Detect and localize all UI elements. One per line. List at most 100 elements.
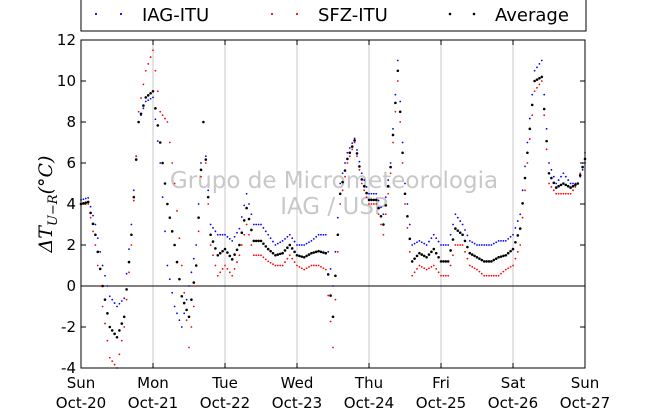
point-2-interp-111 bbox=[480, 258, 484, 262]
point-2-interp-110 bbox=[478, 257, 481, 260]
point-1-interp-29 bbox=[185, 319, 188, 322]
point-0-interp-97 bbox=[430, 237, 433, 240]
point-2-interp-126 bbox=[535, 78, 539, 81]
point-0-3 bbox=[101, 264, 104, 267]
point-2-interp-130 bbox=[550, 176, 553, 180]
point-0-interp-69 bbox=[329, 268, 332, 270]
point-2-interp-116 bbox=[499, 255, 503, 258]
point-1-interp-5 bbox=[99, 285, 102, 287]
legend-entry-1: SFZ-ITU bbox=[270, 5, 388, 26]
point-0-57 bbox=[490, 244, 493, 246]
point-1-39 bbox=[360, 182, 363, 185]
point-0-interp-112 bbox=[485, 244, 488, 246]
point-1-interp-108 bbox=[471, 265, 474, 268]
point-0-13 bbox=[173, 305, 176, 308]
point-0-interp-49 bbox=[257, 223, 260, 226]
point-2-38 bbox=[353, 139, 356, 142]
point-0-interp-65 bbox=[315, 235, 318, 238]
x-tick-day-4: Thu bbox=[354, 374, 383, 392]
point-2-interp-74 bbox=[348, 151, 352, 155]
x-tick-date-3: Oct-23 bbox=[272, 394, 322, 409]
point-0-interp-106 bbox=[464, 229, 466, 231]
point-2-interp-58 bbox=[290, 247, 294, 250]
point-1-22 bbox=[238, 254, 241, 257]
point-1-interp-68 bbox=[327, 294, 330, 297]
point-2-45 bbox=[403, 192, 407, 196]
point-1-interp-39 bbox=[221, 268, 224, 270]
point-1-58 bbox=[497, 274, 500, 277]
point-0-22 bbox=[238, 227, 241, 230]
point-0-interp-18 bbox=[147, 99, 150, 102]
point-2-interp-36 bbox=[211, 240, 215, 243]
legend-label-iag-itu: IAG-ITU bbox=[142, 5, 209, 26]
point-0-interp-54 bbox=[276, 242, 279, 245]
point-1-interp-55 bbox=[279, 264, 282, 267]
point-1-interp-14 bbox=[132, 199, 135, 202]
point-1-interp-113 bbox=[488, 274, 490, 277]
point-0-68 bbox=[569, 182, 572, 185]
point-2-60 bbox=[511, 247, 515, 251]
point-0-interp-35 bbox=[207, 189, 210, 192]
point-1-interp-114 bbox=[492, 274, 495, 277]
point-0-67 bbox=[562, 172, 565, 175]
point-1-59 bbox=[504, 268, 507, 271]
point-0-interp-7 bbox=[106, 285, 109, 287]
point-2-interp-90 bbox=[406, 215, 409, 218]
point-1-interp-109 bbox=[473, 267, 476, 270]
point-2-interp-40 bbox=[226, 251, 229, 254]
point-1-29 bbox=[288, 254, 291, 257]
point-1-interp-112 bbox=[485, 274, 488, 277]
point-0-interp-100 bbox=[442, 244, 445, 246]
point-2-interp-14 bbox=[132, 195, 136, 199]
point-2-67 bbox=[562, 182, 565, 185]
point-2-10 bbox=[151, 89, 155, 93]
point-1-interp-24 bbox=[168, 141, 171, 144]
point-2-interp-96 bbox=[427, 253, 431, 256]
point-0-interp-85 bbox=[387, 179, 390, 181]
point-2-62 bbox=[526, 151, 529, 155]
point-1-interp-65 bbox=[315, 264, 318, 267]
point-1-interp-119 bbox=[509, 265, 512, 268]
point-1-interp-127 bbox=[538, 83, 541, 86]
legend-marker-0a bbox=[94, 12, 98, 16]
point-2-interp-3 bbox=[91, 222, 95, 226]
point-0-32 bbox=[310, 240, 313, 242]
point-1-interp-81 bbox=[372, 203, 375, 205]
point-1-interp-82 bbox=[377, 213, 380, 216]
point-1-interp-134 bbox=[564, 192, 567, 195]
point-2-interp-4 bbox=[96, 250, 100, 254]
legend-marker-1a bbox=[270, 12, 274, 16]
point-1-interp-10 bbox=[118, 353, 121, 356]
point-0-interp-11 bbox=[120, 300, 123, 302]
point-0-interp-57 bbox=[286, 235, 289, 238]
point-1-interp-74 bbox=[348, 155, 351, 158]
point-2-61 bbox=[518, 227, 522, 230]
point-0-16 bbox=[195, 244, 198, 246]
point-1-63 bbox=[533, 90, 536, 93]
point-0-interp-27 bbox=[178, 319, 181, 322]
point-1-interp-3 bbox=[92, 230, 94, 233]
point-0-interp-39 bbox=[221, 233, 224, 236]
point-0-interp-10 bbox=[118, 302, 121, 305]
point-2-interp-68 bbox=[326, 273, 330, 276]
point-1-interp-52 bbox=[269, 261, 272, 264]
point-2-48 bbox=[425, 255, 428, 259]
point-1-interp-43 bbox=[236, 261, 238, 263]
point-1-interp-90 bbox=[406, 227, 409, 229]
point-2-interp-78 bbox=[362, 184, 366, 188]
point-2-interp-59 bbox=[293, 250, 296, 254]
point-1-interp-120 bbox=[514, 257, 517, 260]
point-1-interp-28 bbox=[183, 291, 186, 294]
point-2-interp-25 bbox=[170, 230, 174, 233]
point-1-interp-89 bbox=[401, 162, 404, 164]
point-2-66 bbox=[554, 186, 558, 189]
point-0-interp-51 bbox=[264, 230, 267, 233]
point-0-39 bbox=[360, 172, 363, 175]
point-2-9 bbox=[144, 96, 148, 99]
point-0-interp-120 bbox=[514, 227, 517, 229]
point-1-32 bbox=[310, 264, 313, 267]
point-2-interp-13 bbox=[127, 260, 131, 264]
x-tick-day-2: Tue bbox=[211, 374, 238, 392]
point-2-interp-37 bbox=[214, 247, 217, 250]
point-2-interp-69 bbox=[329, 294, 332, 297]
